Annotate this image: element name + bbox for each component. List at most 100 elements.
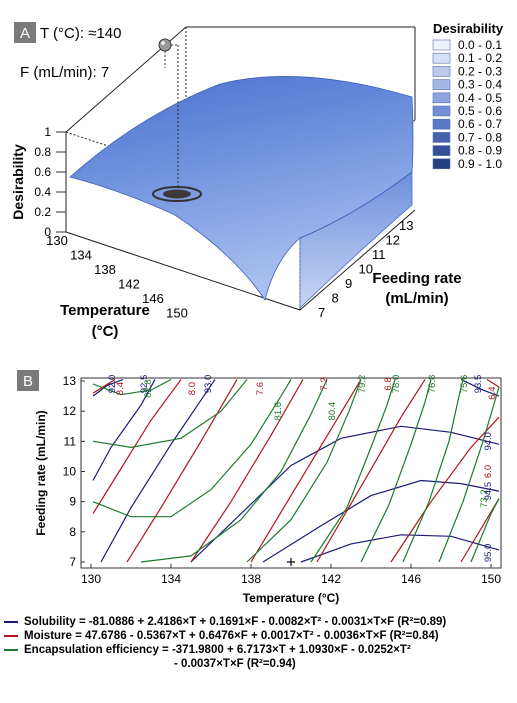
encapsulation-contour xyxy=(92,379,292,518)
encapsulation-contour xyxy=(438,386,500,563)
legend-entry: 0.4 - 0.5 xyxy=(458,91,502,105)
legend-swatch xyxy=(432,92,451,104)
legend-entry: 0.1 - 0.2 xyxy=(458,51,502,65)
contour-label: 79.2 xyxy=(357,375,368,394)
contour-label: 6.4 xyxy=(487,386,498,399)
x-tick-label: 142 xyxy=(321,572,341,586)
contour-label: 93.0 xyxy=(203,375,214,394)
z-axis-label: Desirability xyxy=(10,144,26,220)
contour-label: 93.5 xyxy=(473,375,484,394)
contour-label: 75.6 xyxy=(459,375,470,394)
panel-a-label-box xyxy=(14,22,36,43)
contour-label: 95.0 xyxy=(483,544,494,563)
contour-y-axis-label: Feeding rate (mL/min) xyxy=(34,410,48,535)
z-tick-label: 0.6 xyxy=(34,165,51,179)
panel-a: A T (°C): ≈140 F (mL/min): 7 Desirabilit… xyxy=(10,21,504,340)
y-tick-label: 10 xyxy=(63,464,77,478)
legend-swatch xyxy=(432,158,451,170)
legend-swatch xyxy=(432,132,451,143)
desirability-legend: 0.0 - 0.10.1 - 0.20.2 - 0.30.3 - 0.40.4 … xyxy=(432,38,502,171)
panel-b-label: B xyxy=(23,373,33,390)
panel-a-label: A xyxy=(20,25,30,42)
moisture-contour xyxy=(390,416,500,563)
encapsulation-contour xyxy=(310,379,396,563)
encapsulation-contour xyxy=(470,498,500,563)
y-tick-label: 7 xyxy=(69,555,76,569)
z-tick-label: 0.4 xyxy=(34,185,51,199)
contour-x-axis-label: Temperature (°C) xyxy=(243,591,340,605)
equation-moisture: Moisture = 47.6786 - 0.5367×T + 0.6476×F… xyxy=(4,630,439,643)
encapsulation-contour xyxy=(360,379,432,563)
y-tick-label: 13 xyxy=(63,374,77,388)
x-tick-label: 130 xyxy=(81,572,101,586)
contour-label: 6.0 xyxy=(483,465,494,478)
solubility-contour xyxy=(460,378,500,397)
contour-label: 7.6 xyxy=(255,382,266,395)
encapsulation-contour xyxy=(92,379,248,449)
contour-label: 73.2 xyxy=(479,489,490,508)
equation-encapsulation: Encapsulation efficiency = -371.9800 + 6… xyxy=(4,644,411,657)
x-tick-label: 150 xyxy=(481,572,501,586)
legend-swatch xyxy=(432,66,451,77)
panel-b-label-box xyxy=(17,370,39,391)
moisture-contour xyxy=(92,378,116,394)
y-axis-label-line2: (mL/min) xyxy=(385,290,448,307)
annotation-temperature: T (°C): ≈140 xyxy=(40,25,121,42)
solubility-contour xyxy=(100,379,216,563)
y-tick-label: 8 xyxy=(332,291,339,306)
x-tick-label: 146 xyxy=(401,572,421,586)
moisture-contour xyxy=(250,379,362,563)
encapsulation-contour xyxy=(402,379,464,563)
contour-label: 76.8 xyxy=(427,375,438,394)
z-ticks: 0 0.2 0.4 0.6 0.8 1 xyxy=(34,125,66,239)
y-ticks-b: 7 8 9 10 11 12 13 xyxy=(63,374,85,569)
legend-entry: 0.0 - 0.1 xyxy=(458,38,502,52)
contour-plot-area xyxy=(80,377,502,569)
contour-label: 94.5 xyxy=(483,482,494,501)
encapsulation-contour xyxy=(246,379,362,563)
contour-label: 92.5 xyxy=(139,375,150,394)
contour-label: 8.4 xyxy=(115,382,126,395)
z-tick-label: 0.2 xyxy=(34,205,51,219)
encapsulation-contour xyxy=(92,378,172,396)
z-tick-label: 1 xyxy=(44,125,51,139)
legend-swatch xyxy=(432,79,451,90)
contour-label: 7.2 xyxy=(319,377,330,390)
legend-entry: 0.2 - 0.3 xyxy=(458,64,502,78)
y-tick-label: 7 xyxy=(318,305,325,320)
moisture-contour xyxy=(486,378,500,388)
contour-labels: 92.0 92.5 93.0 93.5 94.0 94.5 95.0 8.4 8.0 7.6 7.2… xyxy=(107,375,498,562)
contour-label: 78.0 xyxy=(391,375,402,394)
annotation-sphere xyxy=(158,38,172,52)
moisture-contour xyxy=(190,379,304,563)
contour-label: 81.6 xyxy=(273,402,284,421)
legend-swatch xyxy=(432,105,451,117)
equation-encapsulation-cont: - 0.0037×T×F (R²=0.94) xyxy=(174,658,296,670)
solubility-contour xyxy=(92,378,124,397)
contour-label: 8.0 xyxy=(187,382,198,395)
panel-b: B 92.0 92.5 93.0 93.5 94.0 94.5 95.0 8.4 8.0 7.6 7… xyxy=(17,370,502,605)
moisture-contour xyxy=(126,379,238,563)
moisture-contour xyxy=(316,379,426,563)
legend-swatch xyxy=(432,39,451,51)
x-axis-label-line1: Temperature xyxy=(60,302,150,319)
x-tick-label: 150 xyxy=(166,306,188,321)
x-axis-label-line2: (°C) xyxy=(92,323,119,340)
y-tick-label: 13 xyxy=(399,218,413,233)
contour-label: 94.0 xyxy=(483,432,494,451)
solubility-contour xyxy=(262,479,500,563)
legend-entry: 0.6 - 0.7 xyxy=(458,117,502,131)
equation-solubility: Solubility = -81.0886 + 2.4186×T + 0.169… xyxy=(4,616,446,629)
z-tick-label: 0 xyxy=(44,225,51,239)
legend-entry: 0.3 - 0.4 xyxy=(458,78,502,92)
x-tick-label: 138 xyxy=(241,572,261,586)
y-tick-label: 10 xyxy=(359,262,373,277)
optimum-marker xyxy=(163,189,191,199)
solubility-contour xyxy=(92,379,156,481)
y-tick-label: 9 xyxy=(69,495,76,509)
legend-entry: 0.5 - 0.6 xyxy=(458,104,502,118)
x-tick-label: 134 xyxy=(70,248,92,263)
x-tick-label: 146 xyxy=(142,291,164,306)
legend-entry: 0.8 - 0.9 xyxy=(458,144,502,158)
